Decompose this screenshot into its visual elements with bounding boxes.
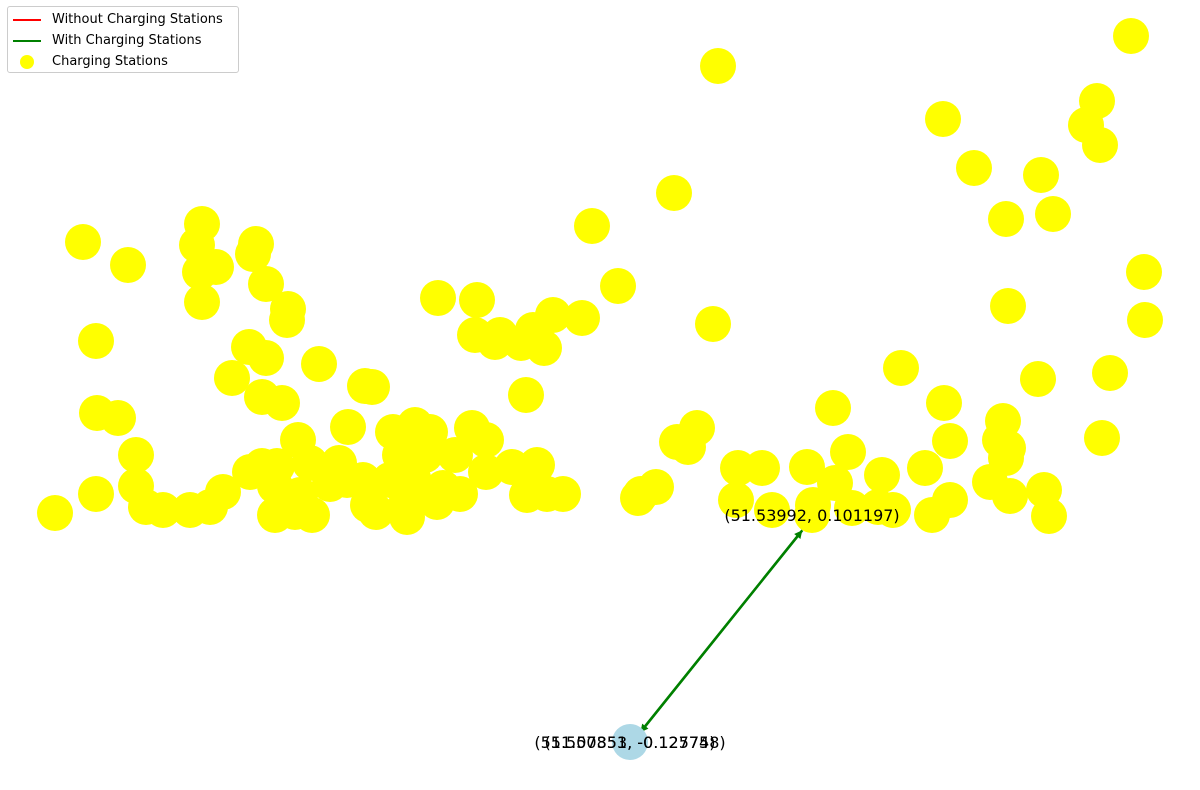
charging-station-point	[37, 495, 73, 531]
legend-yellow-dot-icon	[20, 55, 34, 69]
charging-station-point	[354, 369, 390, 405]
charging-station-point	[389, 482, 425, 518]
charging-station-point	[301, 346, 337, 382]
charging-station-point	[519, 447, 555, 483]
charging-station-point	[442, 476, 478, 512]
charging-station-point	[294, 497, 330, 533]
charging-station-point	[574, 208, 610, 244]
charging-station-point	[192, 489, 228, 525]
charging-station-point	[264, 385, 300, 421]
legend-label: With Charging Stations	[52, 33, 202, 48]
charging-station-point	[78, 476, 114, 512]
legend-label: Charging Stations	[52, 54, 168, 69]
charging-station-point	[1113, 18, 1149, 54]
charging-station-point	[1023, 157, 1059, 193]
legend-item-charging-stations: Charging Stations	[8, 52, 238, 72]
charging-station-point	[459, 282, 495, 318]
legend-label: Without Charging Stations	[52, 12, 223, 27]
route-edge-return	[644, 529, 804, 727]
legend: Without Charging Stations With Charging …	[7, 6, 239, 73]
charging-station-point	[564, 300, 600, 336]
charging-station-point	[1082, 127, 1118, 163]
charging-station-point	[269, 302, 305, 338]
charging-station-point	[248, 266, 284, 302]
charging-station-point	[926, 385, 962, 421]
charging-station-point	[700, 48, 736, 84]
charging-station-point	[883, 350, 919, 386]
charging-station-point	[78, 323, 114, 359]
charging-station-point	[754, 492, 790, 528]
charging-station-point	[1126, 254, 1162, 290]
charging-station-point	[695, 306, 731, 342]
charging-station-point	[834, 490, 870, 526]
charging-station-point	[468, 422, 504, 458]
charging-station-point	[1127, 302, 1163, 338]
charging-station-point	[1084, 420, 1120, 456]
start-point-node	[612, 724, 648, 760]
charging-station-point	[992, 478, 1028, 514]
charging-station-point	[932, 423, 968, 459]
charging-station-point	[830, 434, 866, 470]
charging-station-point	[118, 437, 154, 473]
charging-station-point	[358, 494, 394, 530]
charging-station-point	[65, 224, 101, 260]
legend-item-without-stations: Without Charging Stations	[8, 10, 238, 30]
charging-station-point	[1031, 498, 1067, 534]
charging-station-point	[956, 150, 992, 186]
charging-station-point	[907, 450, 943, 486]
charging-station-point	[875, 492, 911, 528]
charging-stations-layer	[37, 18, 1163, 535]
charging-station-point	[932, 482, 968, 518]
charging-station-point	[1035, 196, 1071, 232]
charging-station-point	[420, 280, 456, 316]
charging-station-point	[718, 482, 754, 518]
charging-station-point	[988, 201, 1024, 237]
charging-station-point	[214, 360, 250, 396]
charging-station-point	[329, 462, 365, 498]
end-point-node	[794, 497, 830, 533]
route-nodes-layer	[612, 497, 830, 760]
charging-station-point	[184, 284, 220, 320]
start-point-label: (51.507351, -0.127758)	[534, 733, 725, 752]
charging-station-point	[925, 101, 961, 137]
charging-station-point	[545, 476, 581, 512]
legend-item-with-stations: With Charging Stations	[8, 31, 238, 51]
legend-red-line-icon	[13, 19, 41, 21]
charging-station-point	[526, 330, 562, 366]
charging-station-point	[248, 340, 284, 376]
charging-station-point	[100, 400, 136, 436]
charging-station-point	[477, 324, 513, 360]
legend-green-line-icon	[13, 40, 41, 42]
route-layer	[639, 529, 804, 734]
charging-station-point	[789, 449, 825, 485]
route-labels-layer: (51.53992, 0.101197) (51.507351, -0.1277…	[534, 506, 899, 752]
charging-station-point	[600, 268, 636, 304]
charging-station-point	[656, 175, 692, 211]
charging-station-point	[145, 492, 181, 528]
charging-station-point	[1092, 355, 1128, 391]
charging-station-point	[744, 450, 780, 486]
charging-station-point	[468, 454, 504, 490]
charging-station-point	[990, 288, 1026, 324]
charging-station-point	[1020, 361, 1056, 397]
charging-station-point	[679, 410, 715, 446]
charging-station-point	[330, 409, 366, 445]
start-point-label: (51.50853, -0.12574)	[545, 733, 716, 752]
charging-station-point	[508, 377, 544, 413]
charging-station-point	[110, 247, 146, 283]
charging-station-point	[620, 480, 656, 516]
charging-station-point	[815, 390, 851, 426]
charging-station-point	[235, 236, 271, 272]
charging-station-point	[437, 437, 473, 473]
charging-station-point	[198, 249, 234, 285]
end-point-label: (51.53992, 0.101197)	[724, 506, 899, 525]
charging-station-point	[864, 457, 900, 493]
